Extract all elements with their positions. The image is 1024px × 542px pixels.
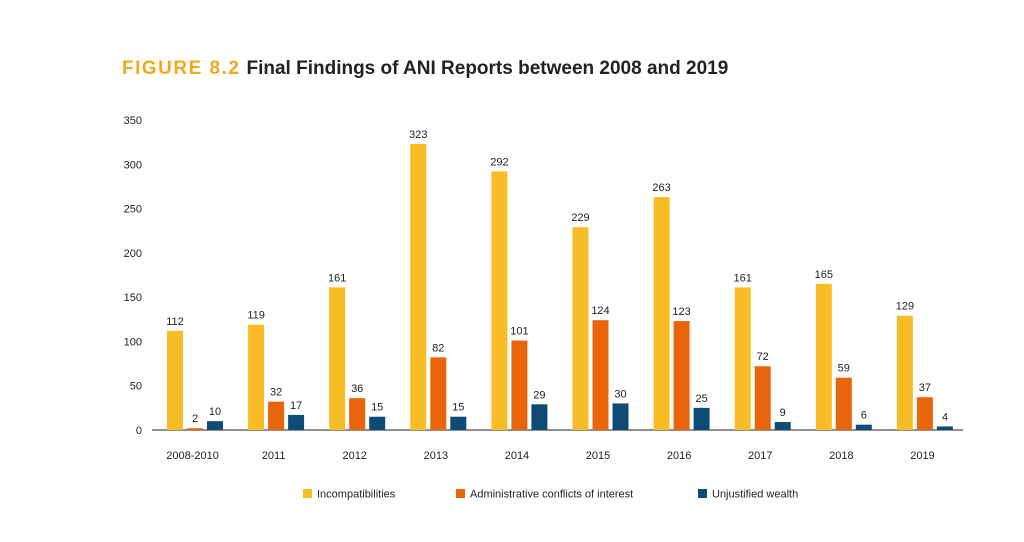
bar bbox=[511, 340, 528, 430]
data-label: 6 bbox=[861, 410, 867, 422]
bar bbox=[774, 422, 791, 430]
bar bbox=[936, 426, 953, 430]
data-label: 119 bbox=[247, 310, 265, 322]
bar bbox=[815, 283, 832, 430]
y-tick-label: 350 bbox=[124, 115, 142, 127]
legend-label: Incompatibilities bbox=[317, 489, 396, 501]
data-label: 229 bbox=[571, 212, 589, 224]
data-label: 263 bbox=[652, 182, 670, 194]
legend-label: Administrative conflicts of interest bbox=[470, 489, 633, 501]
bar bbox=[673, 321, 690, 430]
bar bbox=[450, 416, 467, 430]
x-tick-label: 2011 bbox=[262, 450, 286, 462]
data-label: 292 bbox=[490, 156, 508, 168]
x-tick-label: 2017 bbox=[748, 450, 772, 462]
data-label: 37 bbox=[919, 382, 931, 394]
data-label: 15 bbox=[452, 402, 464, 414]
data-label: 161 bbox=[734, 272, 752, 284]
bar bbox=[531, 404, 548, 430]
x-tick-label: 2008-2010 bbox=[166, 450, 219, 462]
x-tick-label: 2013 bbox=[424, 450, 448, 462]
y-tick-label: 100 bbox=[124, 336, 142, 348]
bar bbox=[329, 287, 346, 430]
bar bbox=[916, 397, 933, 430]
bar bbox=[187, 428, 203, 430]
x-tick-label: 2015 bbox=[586, 450, 610, 462]
x-tick-label: 2012 bbox=[343, 450, 367, 462]
bar bbox=[167, 330, 183, 430]
data-label: 29 bbox=[533, 389, 545, 401]
bar bbox=[592, 320, 609, 430]
legend-swatch bbox=[303, 489, 312, 498]
data-label: 4 bbox=[942, 411, 948, 423]
bar bbox=[572, 227, 589, 430]
bar bbox=[288, 414, 305, 430]
data-label: 2 bbox=[192, 413, 198, 425]
bar bbox=[410, 143, 427, 430]
data-label: 112 bbox=[166, 316, 184, 328]
chart-title: FIGURE 8.2 Final Findings of ANI Reports … bbox=[122, 58, 728, 80]
bar bbox=[855, 424, 872, 430]
bar bbox=[896, 315, 913, 430]
data-label: 25 bbox=[695, 393, 707, 405]
data-label: 36 bbox=[351, 383, 363, 395]
data-label: 17 bbox=[290, 400, 302, 412]
bar bbox=[430, 357, 447, 430]
data-label: 161 bbox=[328, 272, 346, 284]
data-label: 10 bbox=[209, 406, 221, 418]
bar bbox=[835, 377, 852, 430]
bar bbox=[612, 403, 629, 430]
x-tick-label: 2019 bbox=[910, 450, 934, 462]
data-label: 165 bbox=[815, 269, 833, 281]
bar bbox=[491, 171, 508, 430]
legend-label: Unjustified wealth bbox=[712, 489, 798, 501]
y-tick-label: 50 bbox=[130, 381, 142, 393]
bar bbox=[349, 398, 366, 430]
bar bbox=[268, 401, 285, 430]
y-tick-label: 0 bbox=[136, 425, 142, 437]
data-label: 123 bbox=[672, 306, 690, 318]
data-label: 15 bbox=[371, 402, 383, 414]
bar bbox=[369, 416, 386, 430]
data-label: 101 bbox=[510, 326, 528, 338]
data-label: 129 bbox=[896, 301, 914, 313]
data-label: 9 bbox=[780, 407, 786, 419]
x-tick-label: 2014 bbox=[505, 450, 529, 462]
legend-swatch bbox=[698, 489, 707, 498]
bar bbox=[207, 421, 223, 430]
figure-label: FIGURE 8.2 bbox=[122, 58, 241, 79]
y-tick-label: 250 bbox=[124, 204, 142, 216]
y-tick-label: 300 bbox=[124, 159, 142, 171]
data-label: 30 bbox=[614, 388, 626, 400]
x-tick-label: 2018 bbox=[829, 450, 853, 462]
bar bbox=[693, 407, 710, 430]
data-label: 72 bbox=[757, 351, 769, 363]
figure-title: Final Findings of ANI Reports between 20… bbox=[246, 58, 729, 79]
bar bbox=[653, 197, 670, 430]
data-label: 32 bbox=[270, 387, 282, 399]
legend-swatch bbox=[456, 489, 465, 498]
data-label: 323 bbox=[409, 129, 427, 141]
data-label: 124 bbox=[591, 305, 609, 317]
y-tick-label: 200 bbox=[124, 248, 142, 260]
x-tick-label: 2016 bbox=[667, 450, 691, 462]
bar bbox=[734, 287, 751, 430]
data-label: 82 bbox=[432, 342, 444, 354]
bar bbox=[248, 324, 265, 430]
data-label: 59 bbox=[838, 363, 850, 375]
bar bbox=[754, 366, 771, 430]
y-tick-label: 150 bbox=[124, 292, 142, 304]
